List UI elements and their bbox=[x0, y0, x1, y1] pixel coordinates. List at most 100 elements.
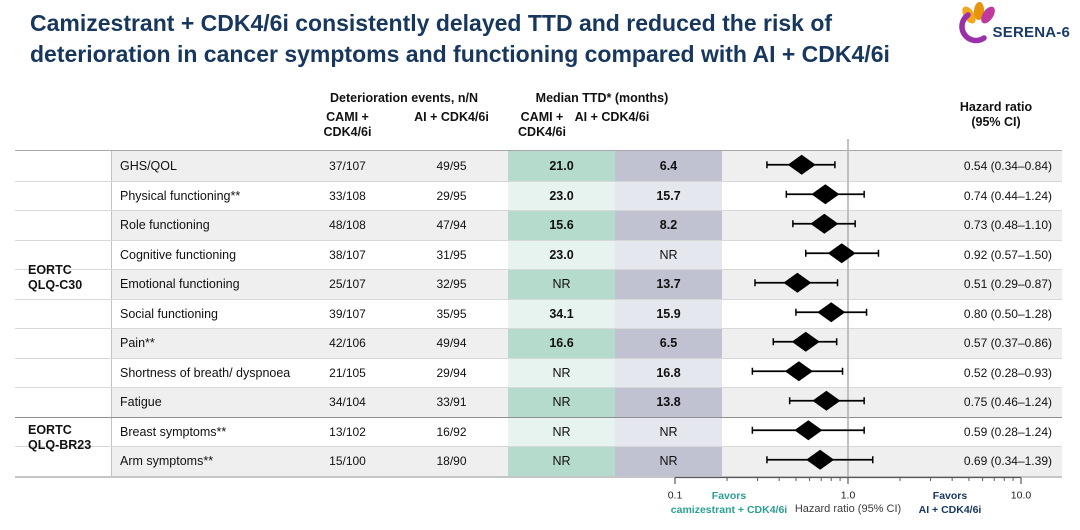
endpoint-cell: Social functioning bbox=[120, 306, 218, 321]
det-ai-cell: 29/95 bbox=[436, 188, 467, 203]
ttd-cami-cell: 15.6 bbox=[508, 211, 615, 240]
ttd-cami-cell: NR bbox=[508, 388, 615, 417]
endpoint-cell: Pain** bbox=[112, 329, 300, 358]
favors-left-label: Favors camizestrant + CDK4/6i bbox=[670, 490, 788, 516]
ttd-cami-cell: NR bbox=[508, 270, 615, 299]
scale-spacer-cell bbox=[15, 181, 112, 210]
ttd-cami-cell: 23.0 bbox=[508, 240, 615, 269]
endpoint-cell: Physical functioning** bbox=[120, 188, 241, 203]
scale-spacer-cell bbox=[15, 151, 112, 181]
hazard-ratio-cell: 0.52 (0.28–0.93) bbox=[963, 365, 1052, 380]
hazard-ratio-cell: 0.54 (0.34–0.84) bbox=[930, 151, 1062, 181]
det-cami-cell: 37/107 bbox=[300, 151, 395, 181]
scale-spacer-cell bbox=[15, 240, 112, 269]
det-cami-cell: 13/102 bbox=[329, 424, 366, 439]
slide-title: Camizestrant + CDK4/6i consistently dela… bbox=[30, 10, 890, 67]
scale-spacer-cell bbox=[15, 447, 112, 476]
forest-cell bbox=[722, 151, 930, 181]
endpoint-cell: Emotional functioning bbox=[112, 270, 300, 299]
det-cami-cell: 15/100 bbox=[300, 447, 395, 476]
ttd-cami-cell: NR bbox=[508, 358, 615, 387]
endpoint-cell: Breast symptoms** bbox=[120, 424, 227, 439]
serena-6-flower-icon bbox=[958, 2, 995, 44]
ttd-ai-cell: 6.4 bbox=[615, 151, 722, 181]
table-row: Fatigue 34/104 33/91 NR 13.8 0.75 (0.46–… bbox=[15, 387, 1062, 417]
hazard-ratio-cell: 0.74 (0.44–1.24) bbox=[963, 188, 1052, 203]
det-ai-cell: 31/95 bbox=[436, 247, 467, 262]
det-cami-cell: 42/106 bbox=[300, 329, 395, 358]
serena-6-logo: SERENA-6 bbox=[950, 2, 1070, 44]
ttd-ai-cell: NR bbox=[615, 447, 722, 476]
det-cami-cell: 34/104 bbox=[300, 388, 395, 417]
section-label-qlq-br23: EORTC QLQ-BR23 bbox=[28, 423, 92, 452]
table-row: Role functioning 48/108 47/94 15.6 8.2 0… bbox=[15, 210, 1062, 240]
ttd-ai-cell: 16.8 bbox=[615, 358, 722, 387]
table-row: Social functioning 39/107 35/95 34.1 15.… bbox=[15, 298, 1062, 328]
forest-cell bbox=[722, 241, 930, 270]
hazard-ratio-cell: 0.75 (0.46–1.24) bbox=[930, 388, 1062, 417]
ttd-cami-cell: NR bbox=[508, 417, 615, 446]
table-row: Arm symptoms** 15/100 18/90 NR NR 0.69 (… bbox=[15, 446, 1062, 476]
det-ai-cell: 35/95 bbox=[436, 306, 467, 321]
ttd-ai-cell: 13.8 bbox=[615, 388, 722, 417]
ttd-ai-cell: 6.5 bbox=[615, 329, 722, 358]
det-cami-cell: 48/108 bbox=[300, 211, 395, 240]
table-row: Shortness of breath/ dyspnoea 21/105 29/… bbox=[15, 357, 1062, 388]
endpoints-table: GHS/QOL 37/107 49/95 21.0 6.4 0.54 (0.34… bbox=[15, 150, 1062, 478]
table-row: Cognitive functioning 38/107 31/95 23.0 … bbox=[15, 239, 1062, 270]
table-row: Emotional functioning 25/107 32/95 NR 13… bbox=[15, 269, 1062, 299]
endpoint-cell: Cognitive functioning bbox=[120, 247, 237, 262]
scale-spacer-cell bbox=[15, 211, 112, 240]
ttd-cami-cell: NR bbox=[508, 447, 615, 476]
endpoint-cell: GHS/QOL bbox=[112, 151, 300, 181]
subheader-det-ai: AI + CDK4/6i bbox=[414, 110, 489, 124]
table-row: Physical functioning** 33/108 29/95 23.0… bbox=[15, 180, 1062, 210]
ttd-ai-cell: 15.9 bbox=[615, 299, 722, 328]
det-cami-cell: 38/107 bbox=[329, 247, 366, 262]
scale-spacer-cell bbox=[15, 270, 112, 299]
hazard-ratio-cell: 0.57 (0.37–0.86) bbox=[930, 329, 1062, 358]
hazard-ratio-cell: 0.69 (0.34–1.39) bbox=[930, 447, 1062, 476]
scale-spacer-cell bbox=[15, 358, 112, 387]
scale-spacer-cell bbox=[15, 329, 112, 358]
endpoint-cell: Fatigue bbox=[112, 388, 300, 417]
endpoint-cell: Role functioning bbox=[112, 211, 300, 240]
hazard-ratio-cell: 0.59 (0.28–1.24) bbox=[963, 424, 1052, 439]
forest-cell bbox=[722, 447, 930, 476]
det-ai-cell: 29/94 bbox=[436, 365, 467, 380]
endpoint-cell: Arm symptoms** bbox=[112, 447, 300, 476]
hazard-ratio-cell: 0.51 (0.29–0.87) bbox=[930, 270, 1062, 299]
ttd-cami-cell: 23.0 bbox=[508, 181, 615, 210]
header-median-ttd: Median TTD* (months) bbox=[535, 91, 669, 105]
forest-cell bbox=[722, 211, 930, 240]
table-row: GHS/QOL 37/107 49/95 21.0 6.4 0.54 (0.34… bbox=[15, 151, 1062, 181]
subheader-ttd-ai: AI + CDK4/6i bbox=[574, 110, 650, 124]
det-ai-cell: 49/94 bbox=[395, 329, 508, 358]
hazard-ratio-cell: 0.73 (0.48–1.10) bbox=[930, 211, 1062, 240]
ttd-ai-cell: 8.2 bbox=[615, 211, 722, 240]
det-ai-cell: 32/95 bbox=[395, 270, 508, 299]
table-row: Pain** 42/106 49/94 16.6 6.5 0.57 (0.37–… bbox=[15, 328, 1062, 358]
det-cami-cell: 21/105 bbox=[329, 365, 366, 380]
ttd-ai-cell: NR bbox=[615, 417, 722, 446]
det-cami-cell: 33/108 bbox=[329, 188, 366, 203]
forest-cell bbox=[722, 418, 930, 447]
hazard-ratio-cell: 0.80 (0.50–1.28) bbox=[963, 306, 1052, 321]
det-ai-cell: 16/92 bbox=[436, 424, 467, 439]
ttd-ai-cell: 13.7 bbox=[615, 270, 722, 299]
subheader-ttd-cami: CAMI + CDK4/6i bbox=[518, 110, 566, 139]
ttd-cami-cell: 16.6 bbox=[508, 329, 615, 358]
ttd-ai-cell: 15.7 bbox=[615, 181, 722, 210]
subheader-det-cami: CAMI + CDK4/6i bbox=[323, 110, 372, 139]
header-deterioration-events: Deterioration events, n/N bbox=[330, 91, 478, 105]
det-cami-cell: 39/107 bbox=[329, 306, 366, 321]
ttd-cami-cell: 21.0 bbox=[508, 151, 615, 181]
endpoint-cell: Shortness of breath/ dyspnoea bbox=[120, 365, 291, 380]
forest-cell bbox=[722, 359, 930, 388]
section-label-qlq-c30: EORTC QLQ-C30 bbox=[28, 263, 83, 292]
forest-cell bbox=[722, 270, 930, 299]
det-ai-cell: 49/95 bbox=[395, 151, 508, 181]
hazard-ratio-cell: 0.92 (0.57–1.50) bbox=[963, 247, 1052, 262]
scale-spacer-cell bbox=[15, 417, 112, 446]
